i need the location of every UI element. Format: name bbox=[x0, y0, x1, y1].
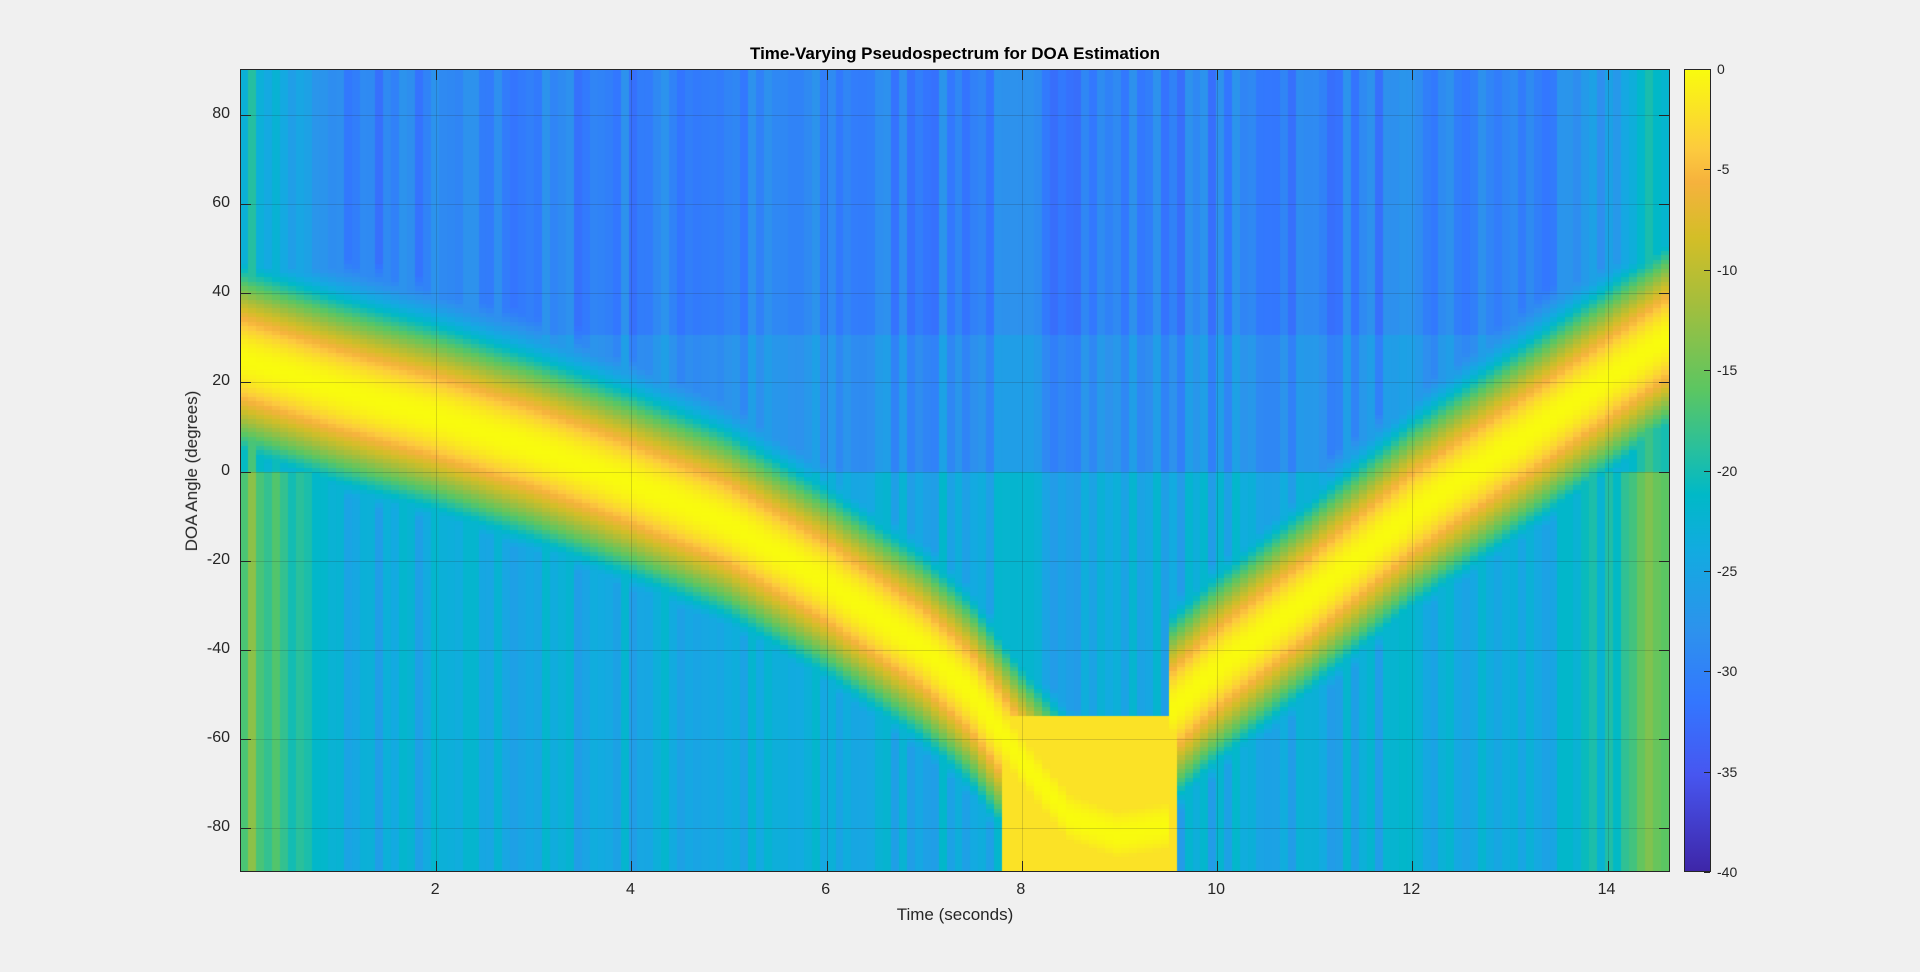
plot-area bbox=[240, 69, 1670, 872]
colorbar-tick bbox=[1704, 370, 1710, 372]
x-tick-label: 6 bbox=[821, 881, 831, 898]
colorbar-label: -25 bbox=[1717, 562, 1738, 579]
y-tick-mark bbox=[1659, 739, 1669, 741]
colorbar-label: -5 bbox=[1717, 161, 1730, 178]
grid-line-y bbox=[241, 203, 1669, 205]
y-tick-mark bbox=[1659, 560, 1669, 562]
pseudospectrum-heatmap bbox=[241, 70, 1669, 871]
y-tick-label: -60 bbox=[206, 729, 230, 747]
colorbar-tick bbox=[1704, 470, 1710, 472]
colorbar-label: 0 bbox=[1717, 61, 1725, 77]
y-tick-mark bbox=[241, 471, 251, 473]
y-tick-mark bbox=[1659, 382, 1669, 384]
y-tick-label: -40 bbox=[206, 639, 230, 657]
x-tick-mark bbox=[826, 861, 828, 871]
colorbar-tick bbox=[1704, 671, 1710, 673]
x-tick-mark bbox=[436, 70, 438, 80]
x-tick-mark bbox=[1217, 70, 1219, 80]
y-tick-mark bbox=[1659, 471, 1669, 473]
y-tick-label: 20 bbox=[212, 372, 230, 390]
y-tick-mark bbox=[1659, 293, 1669, 295]
x-tick-mark bbox=[436, 861, 438, 871]
y-tick-mark bbox=[241, 828, 251, 830]
colorbar-label: -20 bbox=[1717, 462, 1738, 479]
grid-line-y bbox=[241, 560, 1669, 562]
grid-line-y bbox=[241, 649, 1669, 651]
colorbar-tick bbox=[1704, 570, 1710, 572]
grid-line-x bbox=[436, 70, 438, 871]
grid-line-y bbox=[241, 114, 1669, 116]
colorbar-label: -35 bbox=[1717, 763, 1738, 780]
x-tick-mark bbox=[1412, 861, 1414, 871]
x-tick-label: 4 bbox=[625, 881, 635, 898]
y-tick-mark bbox=[241, 382, 251, 384]
grid-line-y bbox=[241, 471, 1669, 473]
y-tick-mark bbox=[241, 293, 251, 295]
grid-line-y bbox=[241, 828, 1669, 830]
x-tick-label: 12 bbox=[1402, 881, 1421, 898]
y-tick-mark bbox=[1659, 649, 1669, 651]
x-tick-mark bbox=[631, 861, 633, 871]
y-tick-label: -80 bbox=[206, 818, 230, 836]
grid-line-x bbox=[1412, 70, 1414, 871]
colorbar-tick bbox=[1704, 872, 1710, 873]
y-tick-mark bbox=[241, 203, 251, 205]
x-axis-label: Time (seconds) bbox=[896, 905, 1014, 924]
y-tick-mark bbox=[1659, 114, 1669, 116]
y-tick-label: 60 bbox=[212, 193, 230, 211]
y-tick-label: -20 bbox=[206, 550, 230, 568]
grid-line-x bbox=[1021, 70, 1023, 871]
y-tick-mark bbox=[241, 560, 251, 562]
grid-line-y bbox=[241, 382, 1669, 384]
grid-line-x bbox=[1607, 70, 1609, 871]
x-tick-mark bbox=[631, 70, 633, 80]
colorbar-tick bbox=[1704, 69, 1710, 70]
x-tick-label: 2 bbox=[430, 881, 440, 898]
colorbar-label: -30 bbox=[1717, 663, 1738, 680]
grid-line-x bbox=[631, 70, 633, 871]
y-tick-label: 0 bbox=[221, 461, 230, 479]
chart-title: Time-Varying Pseudospectrum for DOA Esti… bbox=[750, 44, 1160, 63]
x-tick-mark bbox=[1021, 861, 1023, 871]
grid-line-y bbox=[241, 293, 1669, 295]
x-tick-mark bbox=[1607, 70, 1609, 80]
colorbar-tick bbox=[1704, 269, 1710, 271]
x-tick-mark bbox=[1021, 70, 1023, 80]
y-tick-mark bbox=[1659, 203, 1669, 205]
colorbar-label: -10 bbox=[1717, 261, 1738, 278]
colorbar-tick bbox=[1704, 771, 1710, 773]
y-axis-label: DOA Angle (degrees) bbox=[182, 390, 201, 552]
y-tick-mark bbox=[241, 114, 251, 116]
x-tick-mark bbox=[1412, 70, 1414, 80]
y-tick-label: 40 bbox=[212, 283, 230, 301]
y-tick-mark bbox=[241, 739, 251, 741]
grid-line-x bbox=[826, 70, 828, 871]
colorbar-label: -40 bbox=[1717, 864, 1738, 880]
x-tick-mark bbox=[826, 70, 828, 80]
colorbar-label: -15 bbox=[1717, 362, 1738, 379]
grid-line-x bbox=[1217, 70, 1219, 871]
x-tick-mark bbox=[1607, 861, 1609, 871]
x-tick-label: 8 bbox=[1016, 881, 1026, 898]
x-tick-label: 10 bbox=[1207, 881, 1225, 898]
x-tick-label: 14 bbox=[1597, 881, 1616, 898]
grid-line-y bbox=[241, 739, 1669, 741]
y-tick-mark bbox=[1659, 828, 1669, 830]
y-tick-mark bbox=[241, 649, 251, 651]
x-tick-mark bbox=[1217, 861, 1219, 871]
y-tick-label: 80 bbox=[212, 104, 230, 122]
colorbar-tick bbox=[1704, 169, 1710, 171]
